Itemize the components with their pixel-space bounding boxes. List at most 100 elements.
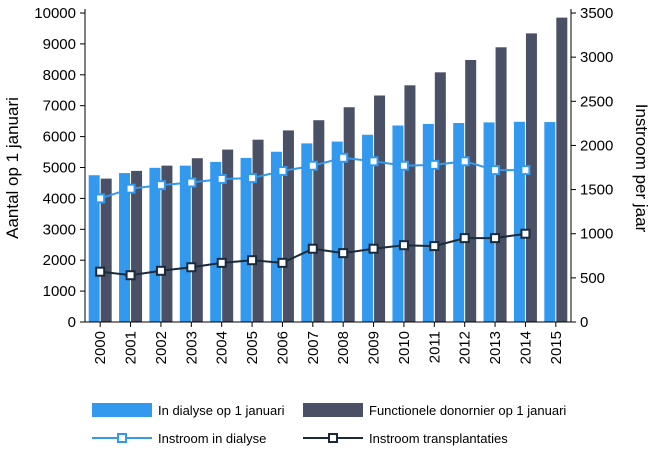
bar-in-dialyse-2011 — [422, 123, 434, 322]
legend: In dialyse op 1 januari Functionele dono… — [92, 403, 566, 446]
point-instroom-transplantaties — [338, 248, 349, 259]
y-axis-label-left: Aantal op 1 januari — [3, 97, 22, 239]
point-instroom-dialyse — [247, 173, 258, 184]
x-tick-label: 2007 — [305, 331, 322, 364]
bar-in-dialyse-2005 — [240, 157, 252, 322]
x-tick-label: 2010 — [396, 331, 413, 364]
bar-donornier-2007 — [313, 120, 325, 323]
bar-in-dialyse-2000 — [88, 175, 100, 322]
point-instroom-transplantaties — [247, 255, 258, 266]
point-instroom-transplantaties — [155, 265, 166, 276]
legend-swatch-donornier — [303, 403, 363, 417]
bar-donornier-2001 — [131, 170, 143, 322]
bar-donornier-2011 — [434, 72, 446, 322]
point-instroom-dialyse — [95, 193, 106, 204]
bar-donornier-2008 — [343, 107, 355, 323]
point-instroom-dialyse — [125, 183, 136, 194]
bar-in-dialyse-2006 — [270, 151, 282, 322]
point-instroom-dialyse — [429, 159, 440, 170]
axes — [80, 9, 576, 327]
y-tick-label-left: 3000 — [43, 221, 76, 238]
bar-in-dialyse-2008 — [331, 141, 343, 322]
point-instroom-transplantaties — [307, 243, 318, 254]
bar-in-dialyse-2002 — [149, 167, 161, 322]
point-instroom-dialyse — [490, 165, 501, 176]
point-instroom-dialyse — [520, 165, 531, 176]
point-instroom-dialyse — [186, 177, 197, 188]
tick-labels: 0 1000 2000 3000 4000 5000 6000 7000 8000 9000 100… — [34, 5, 613, 364]
bar-in-dialyse-2012 — [453, 123, 465, 322]
bar-donornier-2004 — [222, 149, 234, 322]
point-instroom-dialyse — [277, 166, 288, 177]
x-tick-label: 2006 — [274, 331, 291, 364]
point-instroom-transplantaties — [216, 257, 227, 268]
y-tick-label-right: 2500 — [580, 93, 613, 110]
bar-donornier-2002 — [161, 165, 173, 322]
bar-in-dialyse-2004 — [210, 161, 222, 322]
bar-in-dialyse-2013 — [483, 122, 495, 322]
bar-in-dialyse-2015 — [544, 122, 556, 323]
x-tick-label: 2011 — [426, 331, 443, 363]
x-tick-label: 2001 — [123, 331, 140, 364]
y-tick-label-right: 500 — [580, 270, 605, 287]
y-tick-label-left: 5000 — [43, 160, 76, 177]
point-instroom-transplantaties — [490, 233, 501, 244]
bar-in-dialyse-2010 — [392, 125, 404, 322]
legend-label-instroom-dialyse: Instroom in dialyse — [158, 431, 266, 446]
x-tick-label: 2014 — [517, 331, 534, 364]
y-tick-label-left: 7000 — [43, 98, 76, 115]
y-tick-label-left: 8000 — [43, 67, 76, 84]
bar-donornier-2014 — [525, 33, 537, 322]
x-tick-label: 2015 — [548, 331, 565, 364]
y-tick-label-right: 2000 — [580, 137, 613, 154]
bar-in-dialyse-2009 — [362, 134, 374, 322]
legend-label-donornier: Functionele donornier op 1 januari — [369, 403, 566, 418]
y-tick-label-left: 6000 — [43, 129, 76, 146]
point-instroom-dialyse — [155, 180, 166, 191]
y-axis-label-right: Instroom per jaar — [632, 104, 651, 233]
point-instroom-dialyse — [216, 173, 227, 184]
bar-donornier-2009 — [374, 95, 386, 323]
point-instroom-transplantaties — [368, 243, 379, 254]
y-tick-label-left: 1000 — [43, 283, 76, 300]
y-tick-label-left: 0 — [68, 314, 76, 331]
bar-donornier-2013 — [495, 47, 507, 322]
bar-donornier-2003 — [191, 158, 203, 322]
lines — [95, 152, 531, 281]
bar-donornier-2005 — [252, 139, 264, 322]
point-instroom-transplantaties — [520, 228, 531, 239]
point-instroom-transplantaties — [125, 270, 136, 281]
x-tick-label: 2012 — [457, 331, 474, 364]
x-tick-label: 2000 — [92, 331, 109, 364]
point-instroom-dialyse — [307, 160, 318, 171]
legend-marker-instroom-transplantaties — [328, 433, 338, 443]
y-tick-label-left: 9000 — [43, 36, 76, 53]
x-tick-label: 2009 — [366, 331, 383, 364]
x-tick-label: 2004 — [214, 331, 231, 364]
y-tick-label-right: 3500 — [580, 5, 613, 22]
bar-in-dialyse-2007 — [301, 143, 313, 322]
point-instroom-transplantaties — [429, 241, 440, 252]
bar-in-dialyse-2001 — [119, 173, 131, 322]
legend-label-dialyse: In dialyse op 1 januari — [158, 403, 285, 418]
y-tick-label-left: 4000 — [43, 190, 76, 207]
point-instroom-transplantaties — [398, 240, 409, 251]
x-tick-label: 2008 — [335, 331, 352, 364]
x-tick-label: 2005 — [244, 331, 261, 364]
legend-label-instroom-transplantaties: Instroom transplantaties — [369, 431, 508, 446]
x-tick-label: 2002 — [153, 331, 170, 364]
bars — [88, 17, 568, 323]
y-tick-label-left: 10000 — [34, 5, 76, 22]
bar-in-dialyse-2003 — [179, 165, 191, 322]
legend-marker-instroom-dialyse — [117, 433, 127, 443]
point-instroom-transplantaties — [277, 257, 288, 268]
point-instroom-dialyse — [338, 152, 349, 163]
point-instroom-transplantaties — [186, 262, 197, 273]
bar-donornier-2015 — [556, 17, 568, 322]
point-instroom-transplantaties — [95, 266, 106, 277]
y-tick-label-right: 3000 — [580, 49, 613, 66]
point-instroom-dialyse — [398, 160, 409, 171]
point-instroom-transplantaties — [459, 233, 470, 244]
y-tick-label-right: 1500 — [580, 182, 613, 199]
